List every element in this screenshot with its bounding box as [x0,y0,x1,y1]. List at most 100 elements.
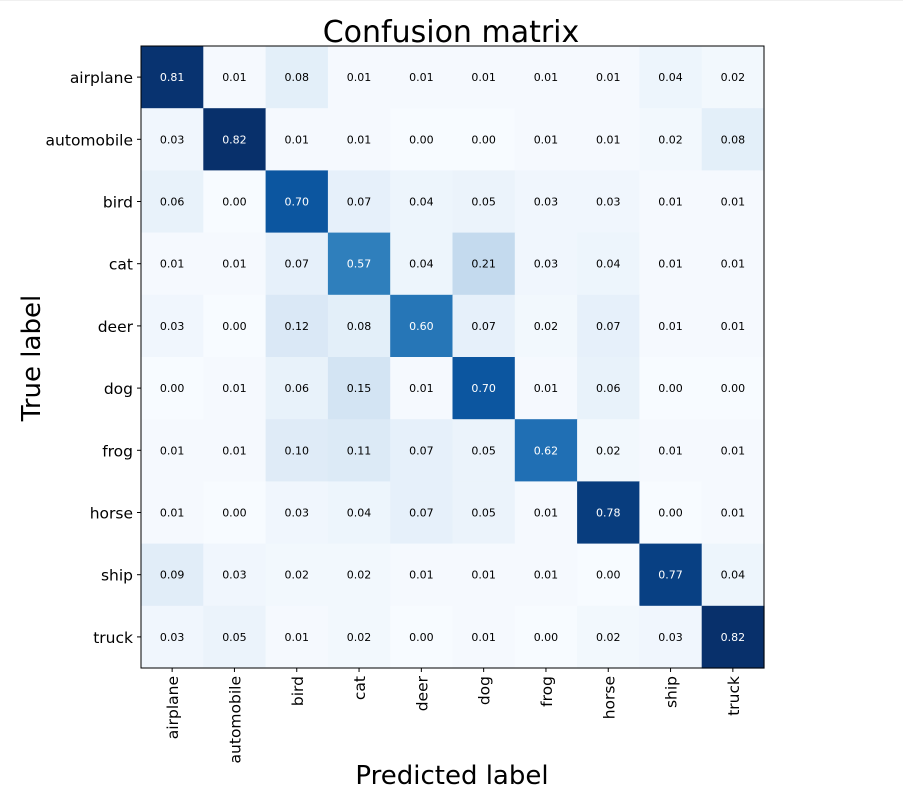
y-tick-label-cat: cat [109,256,133,274]
heatmap-cell-horse-dog [452,481,516,545]
heatmap-cell-bird-frog [514,170,578,234]
cell-value-ship-dog: 0.01 [471,569,496,582]
heatmap-cell-horse-frog [514,481,578,545]
cell-value-frog-horse: 0.02 [596,444,621,457]
heatmap-cell-automobile-airplane [141,108,204,171]
x-tick-label-automobile: automobile [226,676,244,763]
heatmap-cell-airplane-dog [452,46,516,109]
cell-value-horse-dog: 0.05 [471,507,496,520]
y-tick-label-frog: frog [102,442,133,460]
cell-value-bird-automobile: 0.00 [222,196,247,209]
cell-value-dog-frog: 0.01 [534,382,559,395]
heatmap-cell-bird-dog [452,170,516,234]
cell-value-dog-truck: 0.00 [721,382,746,395]
cell-value-horse-cat: 0.04 [347,507,372,520]
heatmap-cell-cat-deer [390,232,454,296]
heatmap-cell-deer-horse [577,294,640,358]
cell-value-ship-ship: 0.77 [658,569,683,582]
heatmap-cell-automobile-deer [390,108,454,171]
cell-value-horse-ship: 0.00 [658,507,683,520]
chart-title: Confusion matrix [323,15,580,50]
heatmap-cell-automobile-automobile [203,108,267,171]
cell-value-deer-cat: 0.08 [347,320,372,333]
heatmap-cell-deer-airplane [141,294,204,358]
x-tick-label-truck: truck [725,676,743,716]
heatmap-cell-airplane-automobile [203,46,267,109]
x-tick-label-cat: cat [351,676,369,700]
cell-value-cat-automobile: 0.01 [222,258,247,271]
heatmap-cell-frog-cat [327,419,391,482]
heatmap-cell-horse-bird [265,481,329,545]
cell-value-horse-bird: 0.03 [285,507,310,520]
heatmap-cell-automobile-frog [514,108,578,171]
cell-value-frog-frog: 0.62 [534,444,559,457]
cell-value-dog-cat: 0.15 [347,382,372,395]
cell-value-cat-airplane: 0.01 [160,258,185,271]
x-tick-label-frog: frog [538,676,556,707]
heatmap-cell-truck-airplane [141,605,204,669]
heatmap-cell-frog-truck [701,419,765,482]
heatmap-cell-cat-bird [265,232,329,296]
cell-value-automobile-horse: 0.01 [596,133,621,146]
heatmap-cell-ship-frog [514,543,578,607]
cell-value-horse-horse: 0.78 [596,507,621,520]
heatmap-cell-frog-automobile [203,419,267,482]
heatmap-cell-deer-automobile [203,294,267,358]
cell-value-airplane-automobile: 0.01 [222,71,247,84]
cell-value-automobile-ship: 0.02 [658,133,683,146]
heatmap-cell-cat-truck [701,232,765,296]
x-tick-label-bird: bird [289,676,307,706]
y-tick-label-airplane: airplane [70,69,133,87]
cell-value-airplane-truck: 0.02 [721,71,746,84]
cell-value-truck-cat: 0.02 [347,631,372,644]
cell-value-automobile-deer: 0.00 [409,133,434,146]
cell-value-bird-frog: 0.03 [534,196,559,209]
cell-value-bird-dog: 0.05 [471,196,496,209]
cell-value-truck-truck: 0.82 [721,631,746,644]
cell-value-frog-bird: 0.10 [285,444,310,457]
heatmap-cell-horse-automobile [203,481,267,545]
heatmap-cell-bird-bird [265,170,329,234]
cell-value-cat-cat: 0.57 [347,258,372,271]
heatmap-cell-labels: 0.81 0.01 0.08 0.01 0.01 0.01 0.01 0.01 0.04 0.02… [160,71,745,644]
heatmap-cell-airplane-cat [327,46,391,109]
heatmap-cell-bird-deer [390,170,454,234]
cell-value-horse-frog: 0.01 [534,507,559,520]
cell-value-ship-cat: 0.02 [347,569,372,582]
heatmap-cell-dog-ship [639,357,703,420]
heatmap-cell-dog-deer [390,357,454,420]
cell-value-deer-frog: 0.02 [534,320,559,333]
heatmap-cell-cat-ship [639,232,703,296]
heatmap-cell-airplane-horse [577,46,640,109]
cell-value-airplane-frog: 0.01 [534,71,559,84]
cell-value-deer-automobile: 0.00 [222,320,247,333]
cell-value-automobile-frog: 0.01 [534,133,559,146]
cell-value-deer-deer: 0.60 [409,320,434,333]
cell-value-truck-horse: 0.02 [596,631,621,644]
y-tick-label-truck: truck [93,629,133,647]
heatmap-cell-deer-bird [265,294,329,358]
heatmap-cell-bird-airplane [141,170,204,234]
heatmap-cell-truck-cat [327,605,391,669]
cell-value-deer-horse: 0.07 [596,320,621,333]
heatmap-cell-ship-cat [327,543,391,607]
cell-value-truck-automobile: 0.05 [222,631,247,644]
top-rule [0,0,903,1]
heatmap-cell-dog-airplane [141,357,204,420]
cell-value-deer-truck: 0.01 [721,320,746,333]
x-tick-label-deer: deer [413,675,431,711]
cell-value-automobile-truck: 0.08 [721,133,746,146]
heatmap-cell-ship-ship [639,543,703,607]
cell-value-bird-ship: 0.01 [658,196,683,209]
heatmap-cell-bird-horse [577,170,640,234]
cell-value-deer-bird: 0.12 [285,320,310,333]
cell-value-ship-automobile: 0.03 [222,569,247,582]
x-tick-label-dog: dog [476,676,494,705]
cell-value-truck-deer: 0.00 [409,631,434,644]
heatmap-cell-truck-ship [639,605,703,669]
heatmap-cell-automobile-truck [701,108,765,171]
cell-value-bird-bird: 0.70 [285,196,310,209]
heatmap-cell-frog-airplane [141,419,204,482]
cell-value-cat-frog: 0.03 [534,258,559,271]
y-tick-label-dog: dog [104,380,133,398]
